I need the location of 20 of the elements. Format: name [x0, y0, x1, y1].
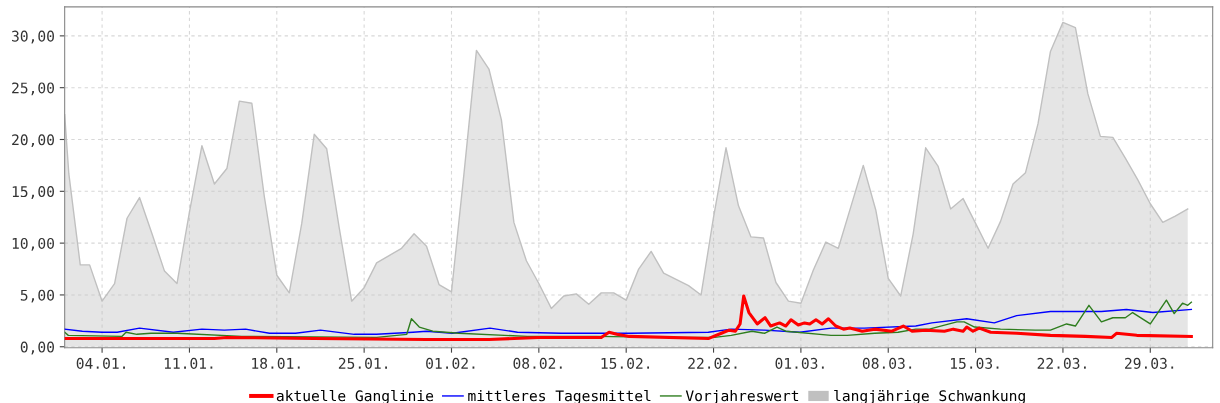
x-tick-label: 04.01. — [76, 357, 125, 369]
y-tick-label: 20,00 — [12, 134, 54, 148]
x-tick-label: 01.03. — [775, 357, 824, 369]
x-tick-label: 01.02. — [426, 357, 475, 369]
y-tick-label: 5,00 — [20, 289, 54, 303]
x-tick-label: 11.01. — [164, 357, 213, 369]
x-tick-label: 29.03. — [1125, 357, 1174, 369]
x-tick-label: 15.02. — [601, 357, 650, 369]
y-tick-label: 30,00 — [12, 30, 54, 44]
x-tick-label: 15.03. — [951, 357, 999, 369]
x-tick-label: 18.01. — [252, 357, 300, 369]
x-tick-label: 22.02. — [688, 357, 737, 369]
x-tick-label: 08.02. — [513, 357, 562, 369]
y-tick-label: 25,00 — [12, 82, 54, 96]
y-tick-label: 0,00 — [20, 341, 54, 355]
x-tick-label: 25.01. — [338, 357, 387, 369]
y-tick-label: 10,00 — [12, 237, 54, 251]
x-tick-label: 08.03. — [862, 357, 912, 369]
y-tick-label: 15,00 — [12, 186, 54, 199]
x-tick-label: 22.03. — [1037, 357, 1086, 369]
